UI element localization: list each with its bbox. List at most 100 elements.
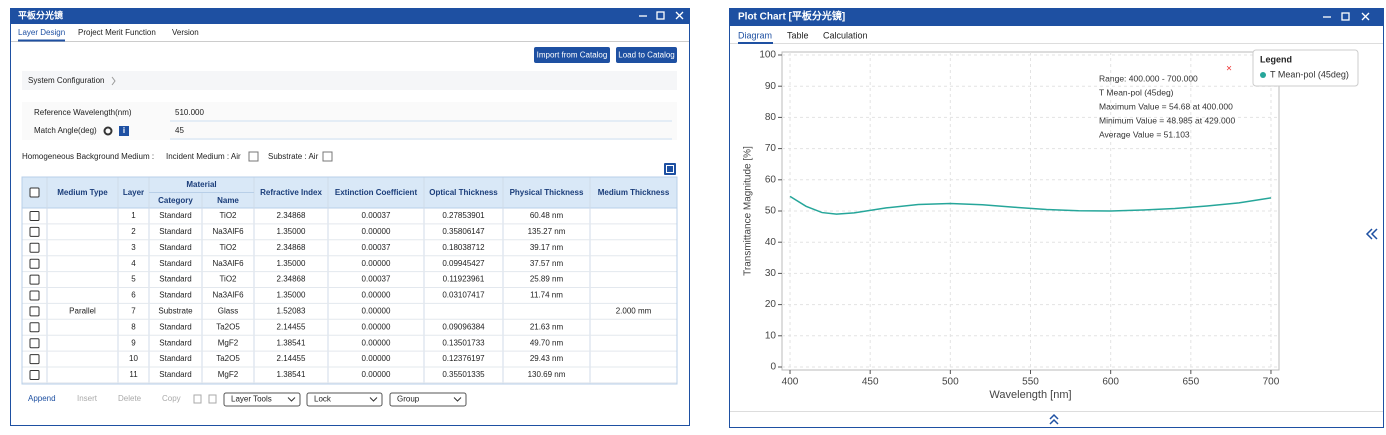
checkbox[interactable] xyxy=(29,354,40,365)
table-cell: Standard xyxy=(159,354,191,363)
table-cell: 49.70 nm xyxy=(530,338,564,347)
annotation: Maximum Value = 54.68 at 400.000 xyxy=(1099,101,1233,111)
gear-icon[interactable] xyxy=(103,126,113,136)
table-cell: Standard xyxy=(159,211,191,220)
tab[interactable]: Layer Design xyxy=(18,28,65,37)
legend-label: T Mean-pol (45deg) xyxy=(1270,69,1349,79)
table-cell: 2.14455 xyxy=(277,322,306,331)
table-cell: Standard xyxy=(159,338,191,347)
column-header: Physical Thickness xyxy=(510,188,584,197)
toolbar-button[interactable]: Append xyxy=(28,394,56,403)
table-cell: 0.11923961 xyxy=(443,275,485,284)
table-cell: 0.00000 xyxy=(362,370,391,379)
dropdown[interactable] xyxy=(389,392,467,407)
x-tick-label: 700 xyxy=(1263,377,1280,388)
table-cell: MgF2 xyxy=(218,370,239,379)
table-cell: MgF2 xyxy=(218,338,239,347)
dropdown-label[interactable]: Group xyxy=(397,395,420,404)
toolbar-button[interactable]: Delete xyxy=(118,394,142,403)
checkbox[interactable] xyxy=(29,322,40,333)
window-controls[interactable] xyxy=(639,11,684,20)
column-header: Optical Thickness xyxy=(429,188,498,197)
svg-text:i: i xyxy=(123,126,125,135)
move-button[interactable] xyxy=(208,394,217,404)
expand-icon[interactable] xyxy=(1049,413,1059,425)
column-header: Refractive Index xyxy=(260,188,322,197)
x-tick-label: 500 xyxy=(942,377,959,388)
info-icon[interactable]: i xyxy=(119,126,129,136)
y-tick-label: 100 xyxy=(759,50,776,61)
table-cell: Standard xyxy=(159,370,191,379)
background-label: Homogeneous Background Medium : xyxy=(22,152,154,161)
table-cell: 29.43 nm xyxy=(530,354,564,363)
button[interactable] xyxy=(534,47,610,63)
legend-title: Legend xyxy=(1260,54,1292,64)
y-tick-label: 70 xyxy=(765,143,777,154)
checkbox[interactable] xyxy=(29,274,40,285)
button-label[interactable]: Load to Catalog xyxy=(618,51,675,60)
config-row[interactable] xyxy=(22,71,677,90)
dropdown[interactable] xyxy=(306,392,383,407)
checkbox[interactable] xyxy=(29,187,40,198)
checkbox[interactable] xyxy=(29,338,40,349)
x-tick-label: 550 xyxy=(1022,377,1039,388)
move-button[interactable] xyxy=(193,394,202,404)
checkbox[interactable] xyxy=(29,290,40,301)
checkbox[interactable] xyxy=(29,306,40,317)
button-label[interactable]: Import from Catalog xyxy=(537,51,608,60)
icon[interactable] xyxy=(248,151,333,162)
table-cell: Ta2O5 xyxy=(216,354,240,363)
tab[interactable]: Diagram xyxy=(738,30,772,40)
table-cell: Na3AlF6 xyxy=(212,227,244,236)
y-tick-label: 50 xyxy=(765,206,777,217)
table-cell: 6 xyxy=(131,291,136,300)
annotation: Minimum Value = 48.985 at 429.000 xyxy=(1099,115,1235,125)
title-bar xyxy=(729,8,1384,26)
table-cell: 1.35000 xyxy=(277,227,306,236)
toolbar-button[interactable]: Copy xyxy=(162,394,181,403)
window-controls[interactable] xyxy=(1323,12,1370,21)
collapse-icon[interactable] xyxy=(1365,228,1378,240)
dropdown-label[interactable]: Lock xyxy=(314,395,332,404)
settings-icon[interactable] xyxy=(664,163,676,175)
table-cell: 0.00000 xyxy=(362,322,391,331)
annotation: T Mean-pol (45deg) xyxy=(1099,87,1174,97)
window-title: 平板分光镜 xyxy=(18,9,63,20)
dropdown[interactable] xyxy=(223,392,301,407)
table-cell: 0.00037 xyxy=(362,211,391,220)
x-tick-label: 650 xyxy=(1182,377,1199,388)
table-cell: 7 xyxy=(131,307,136,316)
table-cell: 2.34868 xyxy=(277,211,306,220)
table-cell: 2.14455 xyxy=(277,354,306,363)
close-marker[interactable]: × xyxy=(1226,64,1232,75)
legend-box xyxy=(1252,49,1359,87)
checkbox[interactable] xyxy=(29,258,40,269)
table-cell: 0.00000 xyxy=(362,307,391,316)
checkbox[interactable] xyxy=(29,226,40,237)
checkbox[interactable] xyxy=(29,242,40,253)
checkbox[interactable] xyxy=(29,211,40,221)
field-value: 510.000 xyxy=(175,108,204,117)
tab[interactable]: Version xyxy=(172,28,199,37)
table-cell: 11.74 nm xyxy=(530,291,563,300)
table-cell: 0.00037 xyxy=(362,275,391,284)
table-cell: 8 xyxy=(131,322,136,331)
dropdown-label[interactable]: Layer Tools xyxy=(231,395,272,404)
field-value: 45 xyxy=(175,126,184,135)
checkbox[interactable] xyxy=(29,370,40,380)
table-cell: 0.00037 xyxy=(362,243,391,252)
table-cell: 0.00000 xyxy=(362,291,391,300)
table-cell: Standard xyxy=(159,322,191,331)
annotation: Average Value = 51.103 xyxy=(1099,129,1190,139)
table-cell: 25.89 nm xyxy=(530,275,564,284)
toolbar-button[interactable]: Insert xyxy=(77,394,98,403)
tab[interactable]: Table xyxy=(787,30,809,40)
tab[interactable]: Project Merit Function xyxy=(78,28,156,37)
y-tick-label: 60 xyxy=(765,174,777,185)
config-label[interactable]: System Configuration xyxy=(28,76,104,85)
column-header: Layer xyxy=(123,188,144,197)
tab[interactable]: Calculation xyxy=(823,30,868,40)
table-cell: 0.00000 xyxy=(362,338,391,347)
button[interactable] xyxy=(616,47,677,63)
